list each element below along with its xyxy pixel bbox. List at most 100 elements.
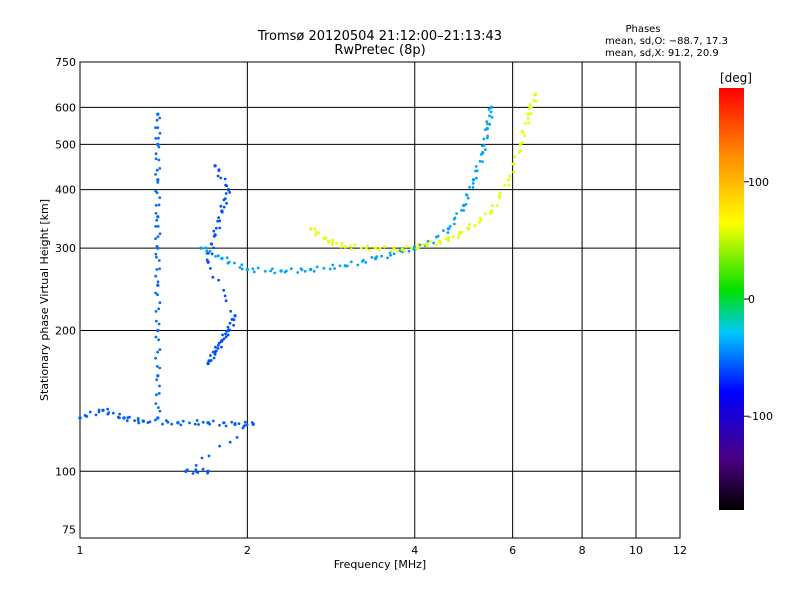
- data-point: [517, 150, 521, 154]
- data-point: [482, 137, 486, 141]
- data-point: [218, 226, 222, 230]
- data-point: [331, 241, 335, 245]
- data-point: [359, 247, 363, 250]
- data-point: [122, 416, 126, 420]
- data-point: [211, 419, 215, 423]
- data-point: [170, 422, 174, 426]
- colorbar-tick-label: 100: [748, 176, 769, 189]
- data-point: [221, 333, 225, 337]
- data-point: [333, 267, 336, 270]
- data-point: [519, 149, 523, 153]
- data-point: [410, 246, 413, 250]
- y-axis-ticks: 75 100 200 300 400 500 600 750: [55, 56, 76, 537]
- y-axis-label: Stationary phase Virtual Height [km]: [38, 199, 51, 401]
- data-point: [458, 232, 461, 236]
- data-point: [465, 193, 468, 197]
- grid-lines: [80, 62, 680, 538]
- data-point: [157, 392, 161, 395]
- data-point: [205, 249, 209, 253]
- data-point: [154, 173, 158, 176]
- data-point: [243, 424, 247, 427]
- data-point: [364, 246, 368, 250]
- data-point: [157, 145, 161, 149]
- data-point: [154, 237, 158, 241]
- data-point: [225, 329, 229, 333]
- data-point: [460, 209, 463, 212]
- data-point: [446, 238, 451, 242]
- data-point: [392, 247, 396, 251]
- data-point: [491, 204, 494, 208]
- data-point: [523, 122, 527, 125]
- data-point: [217, 278, 221, 282]
- data-point: [212, 356, 216, 360]
- data-point: [224, 192, 228, 195]
- colorbar: [719, 88, 744, 510]
- data-point: [432, 241, 435, 245]
- data-point: [489, 211, 493, 215]
- data-point: [125, 419, 129, 423]
- data-point: [343, 245, 347, 249]
- x-tick-label: 12: [673, 544, 687, 557]
- data-point: [227, 260, 231, 264]
- data-point: [512, 170, 516, 174]
- data-point: [155, 268, 159, 271]
- data-point: [154, 402, 158, 405]
- data-point: [156, 215, 160, 219]
- data-point: [473, 224, 477, 228]
- data-point: [136, 417, 140, 420]
- data-point: [88, 410, 92, 414]
- data-point: [217, 169, 221, 173]
- data-point: [154, 252, 158, 256]
- data-point: [395, 249, 399, 253]
- data-point: [137, 421, 141, 425]
- data-point: [479, 218, 483, 222]
- data-point: [466, 196, 470, 200]
- data-point: [136, 419, 140, 422]
- data-point: [141, 419, 145, 423]
- y-tick-label: 100: [55, 465, 76, 478]
- data-point: [161, 422, 164, 426]
- data-point: [471, 186, 475, 189]
- data-point: [228, 440, 232, 444]
- data-point: [223, 294, 227, 298]
- data-point: [448, 225, 452, 228]
- data-point: [526, 112, 530, 116]
- data-point: [214, 345, 217, 349]
- colorbar-tick-label: -100: [748, 410, 773, 423]
- data-point: [156, 142, 160, 147]
- data-point: [314, 230, 318, 234]
- data-point: [206, 471, 209, 475]
- data-point: [97, 408, 101, 412]
- data-point: [205, 258, 209, 262]
- x-tick-label: 8: [579, 544, 586, 557]
- y-tick-label: 500: [55, 138, 76, 151]
- data-point: [233, 261, 236, 265]
- data-point: [429, 240, 432, 243]
- data-point: [528, 106, 531, 110]
- data-point: [486, 122, 489, 126]
- data-point: [462, 209, 466, 212]
- data-point: [155, 365, 159, 368]
- data-point: [383, 245, 386, 249]
- data-point: [155, 255, 158, 259]
- data-point: [285, 269, 288, 273]
- data-point: [471, 178, 476, 182]
- data-point: [233, 422, 237, 425]
- data-point: [101, 408, 105, 412]
- data-point: [155, 245, 159, 248]
- data-point: [460, 230, 464, 234]
- data-point: [484, 128, 487, 132]
- data-point: [256, 266, 260, 270]
- data-point: [188, 421, 191, 425]
- data-point: [218, 423, 221, 427]
- data-point: [279, 269, 283, 273]
- data-point: [426, 239, 430, 243]
- data-point: [201, 420, 205, 424]
- data-point: [407, 249, 411, 253]
- data-point: [156, 280, 160, 284]
- data-point: [156, 181, 160, 184]
- data-point: [157, 307, 161, 311]
- data-point: [194, 464, 198, 467]
- data-point: [224, 299, 228, 303]
- data-point: [232, 323, 236, 327]
